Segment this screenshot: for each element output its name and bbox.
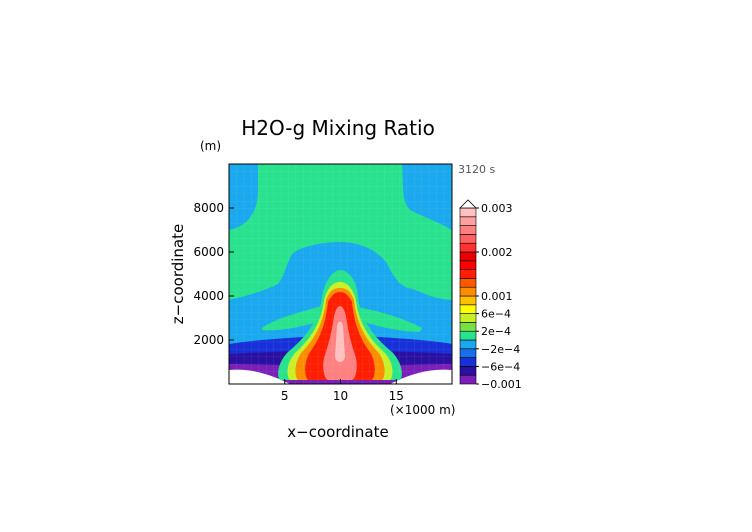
colorbar-label: −0.001 <box>481 378 522 391</box>
time-label: 3120 s <box>458 163 495 176</box>
colorbar-label: −2e−4 <box>481 343 520 356</box>
colorbar-segment <box>459 216 477 226</box>
colorbar-label: 0.003 <box>481 202 513 215</box>
colorbar-label: 6e−4 <box>481 308 511 321</box>
colorbar-segment <box>459 304 477 314</box>
y-axis-label: z−coordinate <box>169 224 187 324</box>
x-tick-label: 15 <box>389 389 404 403</box>
colorbar-label: 2e−4 <box>481 325 511 338</box>
colorbar-segment <box>459 278 477 288</box>
colorbar-segment <box>459 339 477 350</box>
colorbar-segment <box>459 251 477 262</box>
plot-area <box>229 164 452 384</box>
colorbar-segment <box>459 313 477 323</box>
colorbar-segment <box>459 322 477 332</box>
y-tick-label: 4000 <box>193 289 224 303</box>
colorbar-segment <box>459 330 477 341</box>
chart-title: H2O-g Mixing Ratio <box>241 116 435 140</box>
y-axis: 2000 4000 6000 8000 <box>193 201 234 347</box>
colorbar-extend-arrow <box>459 199 477 209</box>
y-tick-label: 8000 <box>193 201 224 215</box>
colorbar-segment <box>459 295 477 306</box>
colorbar-segment <box>459 225 477 235</box>
colorbar-segment <box>459 366 477 376</box>
y-tick-label: 6000 <box>193 245 224 259</box>
colorbar-segment <box>459 374 477 385</box>
x-axis: 5 10 15 <box>281 379 404 403</box>
x-tick-label: 10 <box>333 389 348 403</box>
colorbar-segment <box>459 207 477 218</box>
colorbar-label: 0.002 <box>481 246 513 259</box>
colorbar-label: 0.001 <box>481 290 513 303</box>
grid-overlay <box>229 164 452 384</box>
colorbar: 0.003 0.002 0.001 6e−4 2e−4 −2e−4 −6e−4 −0.001 <box>459 199 522 391</box>
colorbar-segment <box>459 357 477 367</box>
y-unit-label: (m) <box>200 139 221 153</box>
colorbar-segment <box>459 286 477 297</box>
colorbar-segment <box>459 348 477 358</box>
x-tick-label: 5 <box>281 389 289 403</box>
x-unit-label: (×1000 m) <box>390 403 455 417</box>
colorbar-segment <box>459 242 477 253</box>
colorbar-segment <box>459 234 477 244</box>
y-tick-label: 2000 <box>193 333 224 347</box>
x-axis-label: x−coordinate <box>287 423 388 441</box>
colorbar-label: −6e−4 <box>481 360 520 373</box>
colorbar-segment <box>459 260 477 270</box>
colorbar-segment <box>459 269 477 279</box>
